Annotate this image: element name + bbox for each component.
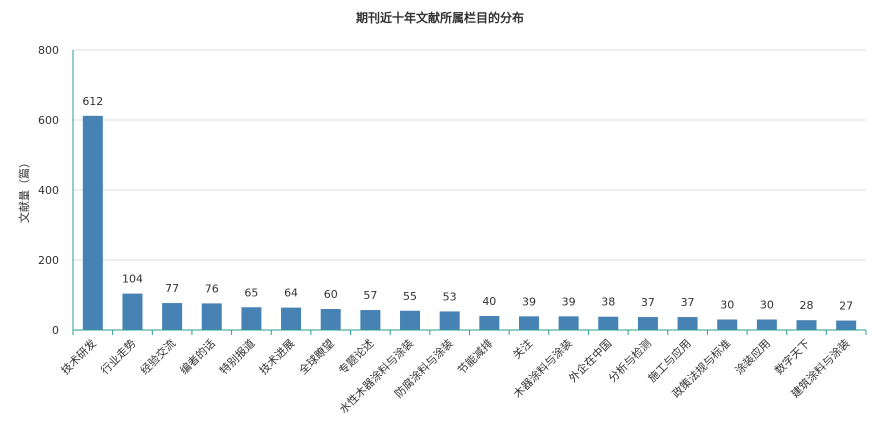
- data-label: 60: [324, 288, 338, 301]
- data-label: 37: [641, 296, 655, 309]
- x-tick-label: 专题论述: [335, 336, 376, 377]
- bar: [479, 316, 500, 330]
- bar: [201, 303, 222, 330]
- bars: [82, 115, 857, 330]
- x-tick-label: 编者的话: [177, 336, 218, 377]
- x-tick-label: 技术进展: [257, 337, 297, 377]
- y-tick-label: 200: [38, 254, 59, 267]
- chart-title: 期刊近十年文献所属栏目的分布: [356, 10, 524, 25]
- data-label: 55: [403, 290, 417, 303]
- bar: [122, 293, 143, 330]
- bar: [756, 319, 777, 330]
- grid-lines: [73, 49, 866, 261]
- data-label: 53: [443, 290, 457, 303]
- bar: [439, 311, 460, 330]
- bar: [677, 317, 698, 330]
- data-label: 65: [244, 286, 258, 299]
- bar: [598, 316, 619, 330]
- data-label: 40: [482, 295, 496, 308]
- bar: [400, 310, 421, 330]
- bar: [836, 320, 857, 330]
- data-label: 57: [363, 289, 377, 302]
- y-axis-label: 文献量（篇）: [17, 157, 31, 223]
- x-axis-ticks: 技术研发 行业走势 经验交流 编者的话 特别报道 技术进展 全球瞭望 专题论述水性木器涂料与涂…: [58, 336, 852, 416]
- x-tick-label: 特别报道: [217, 336, 258, 377]
- bar: [360, 310, 381, 330]
- bar: [637, 317, 658, 330]
- data-label: 104: [122, 273, 143, 286]
- x-tick-label: 节能减排: [454, 336, 495, 377]
- x-tick-label: 全球瞭望: [296, 336, 337, 377]
- y-tick-label: 800: [38, 44, 59, 57]
- bar: [162, 303, 183, 330]
- y-tick-label: 600: [38, 114, 59, 127]
- x-tick-label: 技术研发: [58, 336, 99, 377]
- data-label: 39: [522, 295, 536, 308]
- bar: [320, 309, 341, 330]
- x-tick-label: 经验交流: [137, 336, 178, 377]
- axes: [72, 50, 867, 335]
- bar: [796, 320, 817, 330]
- x-tick-label: 行业走势: [98, 337, 138, 377]
- data-label: 27: [839, 300, 853, 313]
- data-label: 64: [284, 287, 298, 300]
- bar: [241, 307, 262, 330]
- data-label: 37: [681, 296, 695, 309]
- data-label: 38: [601, 296, 615, 309]
- data-label: 612: [82, 95, 103, 108]
- data-label: 28: [800, 299, 814, 312]
- data-label: 30: [760, 299, 774, 312]
- y-tick-label: 0: [52, 324, 59, 337]
- bar: [82, 115, 103, 330]
- bar: [281, 307, 302, 330]
- data-label: 30: [720, 299, 734, 312]
- x-tick-label: 数字天下: [772, 336, 813, 377]
- y-tick-label: 400: [38, 184, 59, 197]
- data-label: 76: [205, 282, 219, 295]
- y-axis-ticks: 0 200 400 600 800: [38, 44, 59, 337]
- data-label: 39: [562, 295, 576, 308]
- bar: [717, 319, 738, 330]
- x-tick-label: 水性木器涂料与涂装: [336, 336, 416, 416]
- data-labels: 612 104 77 76 65 64 60 57 55 53 40 39 39 38 37 37 30 30 28…: [82, 95, 853, 313]
- bar: [518, 316, 539, 330]
- x-tick-label: 涂装应用: [732, 336, 773, 377]
- x-tick-label: 关注: [510, 336, 535, 361]
- bar: [558, 316, 579, 330]
- data-label: 77: [165, 282, 179, 295]
